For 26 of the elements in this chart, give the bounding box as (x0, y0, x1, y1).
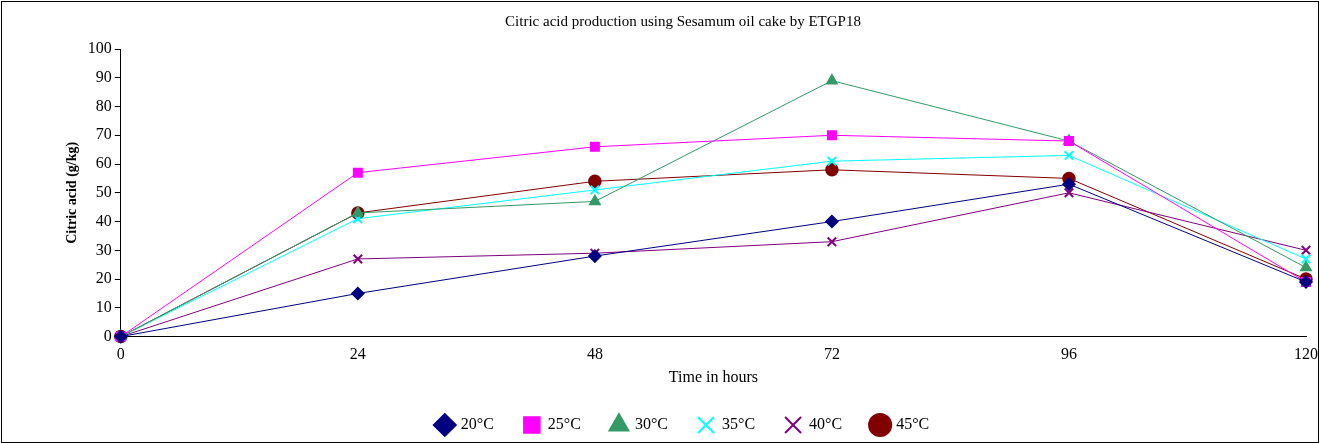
legend-label: 30°C (634, 415, 669, 433)
y-tick-label: 30 (95, 240, 112, 258)
legend-label: 20°C (460, 415, 494, 433)
x-tick-label: 24 (349, 345, 366, 363)
y-tick-label: 70 (95, 125, 112, 143)
y-axis-title: Citric acid (g/kg) (64, 141, 81, 244)
y-tick-label: 80 (95, 96, 112, 114)
y-tick-label: 100 (87, 39, 112, 57)
legend-label: 40°C (809, 415, 843, 433)
y-tick-label: 90 (95, 67, 112, 85)
legend-label: 35°C (722, 415, 756, 433)
y-tick-label: 60 (95, 154, 112, 172)
x-tick-label: 0 (116, 345, 125, 363)
y-tick-label: 0 (103, 326, 112, 344)
x-tick-label: 96 (1060, 345, 1077, 363)
x-axis-title: Time in hours (668, 367, 758, 385)
y-tick-label: 40 (95, 211, 112, 229)
y-tick-label: 10 (95, 298, 112, 316)
y-tick-label: 50 (95, 183, 112, 200)
x-tick-label: 48 (586, 345, 603, 363)
chart-title: Citric acid production using Sesamum oil cake by ETGP18 (505, 12, 861, 29)
legend-label: 25°C (547, 415, 581, 433)
x-tick-label: 72 (823, 345, 840, 363)
x-tick-label: 120 (1294, 345, 1318, 363)
y-tick-label: 20 (95, 269, 112, 287)
legend-label: 45°C (896, 415, 930, 433)
